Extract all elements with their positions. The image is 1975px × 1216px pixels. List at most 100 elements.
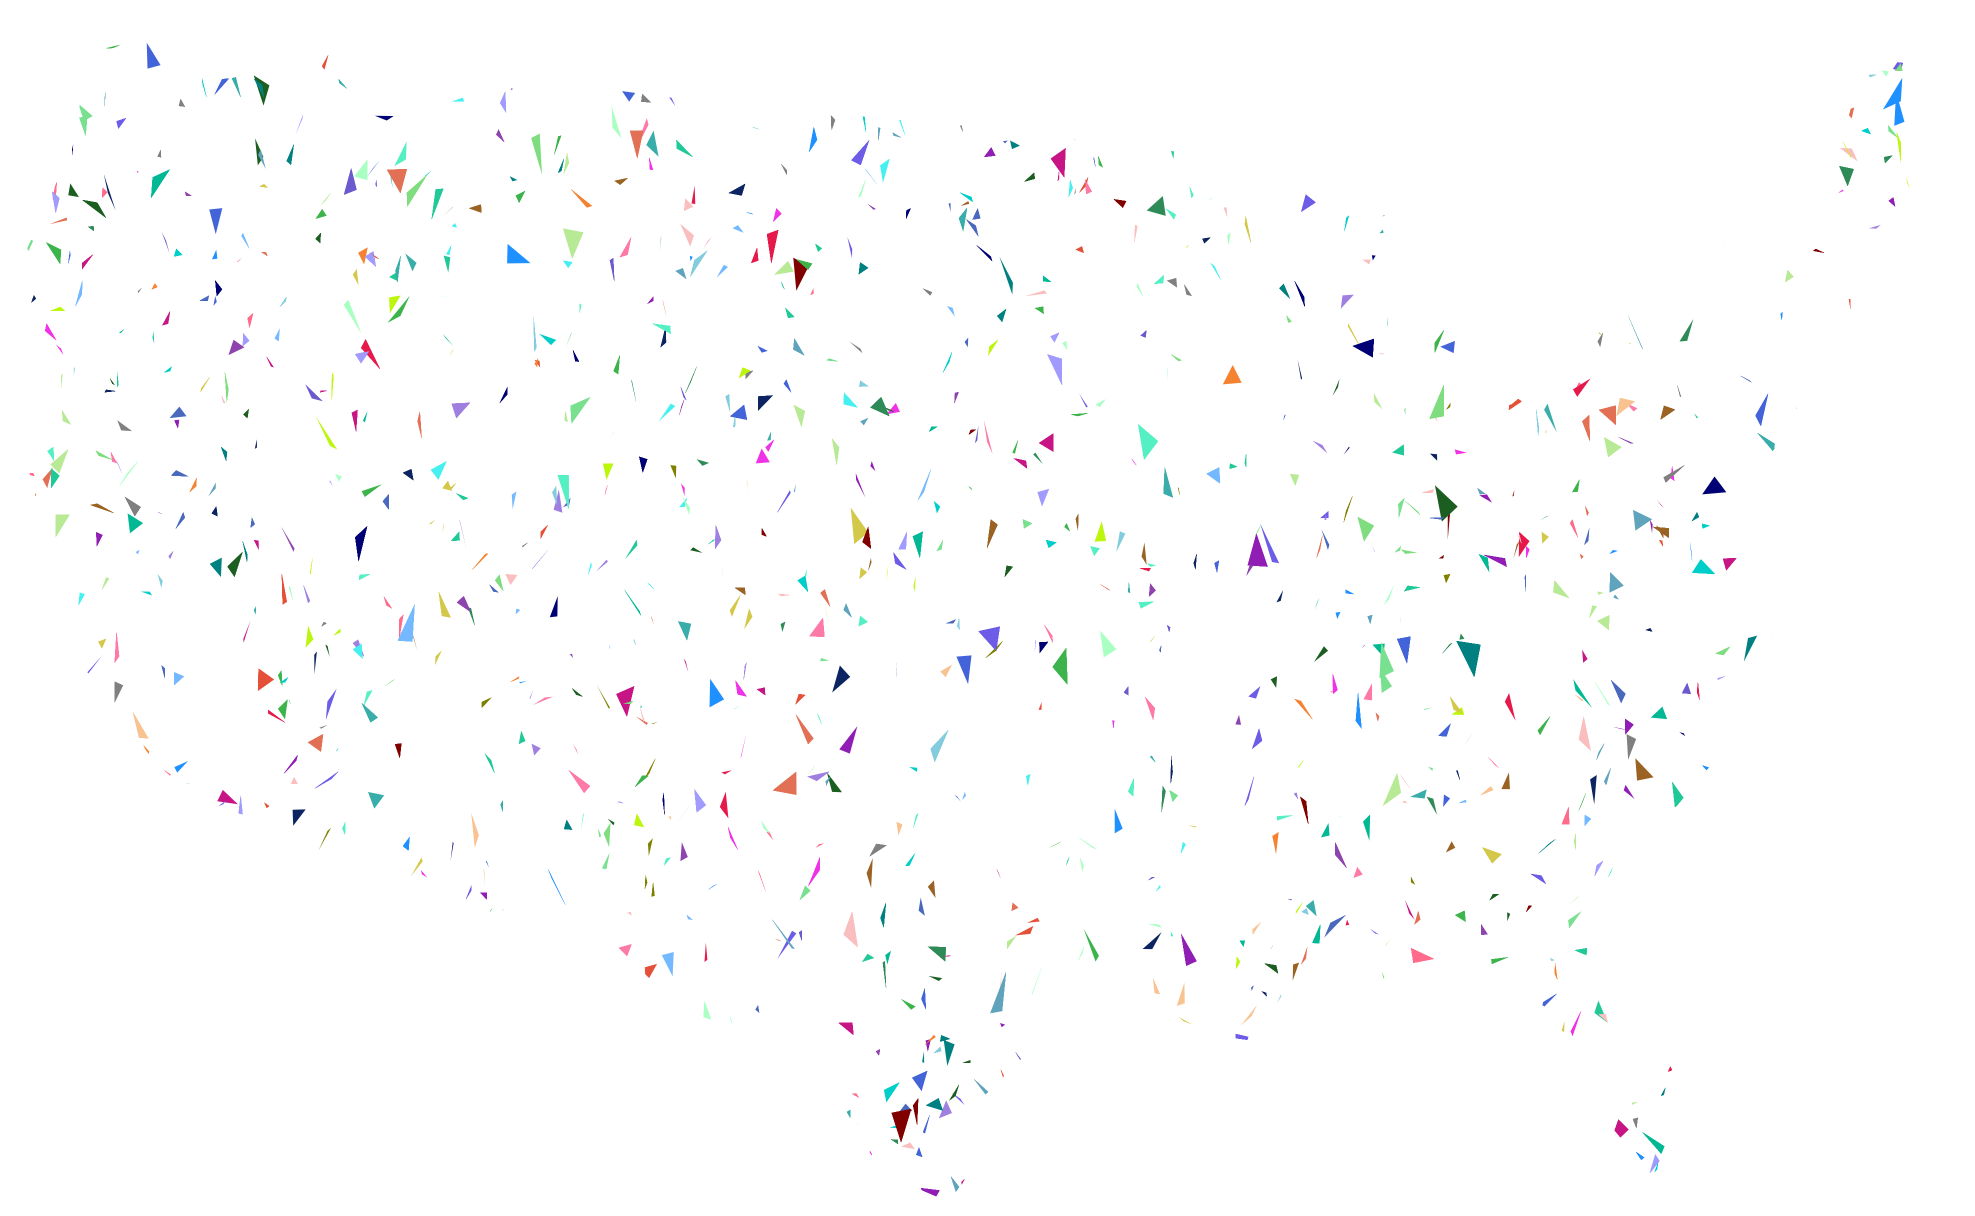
triangle xyxy=(1851,1063,1858,1078)
triangle xyxy=(1908,949,1917,955)
triangle xyxy=(203,1049,207,1062)
triangle xyxy=(292,1188,299,1193)
triangle xyxy=(101,972,112,992)
triangle xyxy=(721,770,732,775)
triangle xyxy=(1644,177,1661,207)
triangle xyxy=(1806,805,1809,812)
triangle xyxy=(254,1073,264,1107)
triangle xyxy=(347,1104,359,1122)
triangle xyxy=(978,8,997,21)
triangle xyxy=(1910,496,1917,500)
triangle xyxy=(1932,950,1946,979)
triangle xyxy=(172,971,183,995)
triangle xyxy=(290,999,299,1021)
triangle xyxy=(1960,123,1962,141)
triangle xyxy=(1836,446,1845,457)
triangle xyxy=(1951,243,1960,253)
triangle xyxy=(1264,1133,1268,1140)
triangle xyxy=(205,1187,213,1194)
triangle xyxy=(1404,500,1421,516)
triangle xyxy=(1638,291,1641,302)
triangle xyxy=(1888,480,1909,501)
triangle xyxy=(1921,1182,1934,1211)
triangle xyxy=(1644,177,1661,207)
triangle xyxy=(350,1066,356,1080)
triangle xyxy=(390,170,393,189)
triangle xyxy=(922,1051,925,1063)
triangle xyxy=(1702,33,1719,53)
triangle xyxy=(1429,179,1444,199)
triangle xyxy=(456,987,464,998)
triangle xyxy=(1750,723,1762,761)
triangle xyxy=(815,843,825,848)
triangle xyxy=(1431,185,1445,200)
triangle xyxy=(1494,989,1509,1009)
triangle xyxy=(1198,1127,1209,1140)
triangle xyxy=(517,1104,524,1118)
triangle xyxy=(1672,1177,1675,1191)
triangle xyxy=(12,1021,21,1047)
triangle xyxy=(1325,180,1332,189)
triangle xyxy=(518,680,528,684)
triangle xyxy=(1641,267,1657,292)
triangle xyxy=(72,1156,91,1164)
triangle xyxy=(948,203,951,212)
triangle xyxy=(1112,1053,1124,1085)
triangle xyxy=(1800,1063,1807,1087)
triangle xyxy=(1530,67,1539,86)
triangle xyxy=(1015,1183,1024,1192)
triangle xyxy=(1089,100,1095,117)
triangle xyxy=(1608,887,1624,904)
triangle xyxy=(1169,1117,1175,1147)
triangle xyxy=(1719,943,1727,981)
triangle xyxy=(117,420,133,432)
triangle xyxy=(668,25,671,30)
triangle xyxy=(228,339,245,356)
triangle xyxy=(64,1057,70,1077)
triangle xyxy=(1330,992,1345,1011)
triangle xyxy=(658,403,676,422)
triangle xyxy=(1235,1033,1249,1074)
triangle xyxy=(325,688,337,721)
triangle xyxy=(1828,751,1833,762)
triangle xyxy=(973,1191,981,1211)
triangle xyxy=(1222,365,1242,385)
triangle xyxy=(1776,114,1782,120)
triangle xyxy=(1620,197,1622,225)
triangle xyxy=(848,57,857,70)
triangle xyxy=(1264,1133,1268,1140)
triangle xyxy=(228,1089,233,1095)
triangle xyxy=(795,1189,811,1211)
triangle xyxy=(1824,65,1829,76)
triangle xyxy=(1596,743,1605,761)
triangle xyxy=(510,87,513,90)
triangle xyxy=(793,483,796,493)
triangle xyxy=(740,1166,749,1196)
triangle xyxy=(1187,825,1197,828)
triangle xyxy=(156,1084,169,1105)
triangle xyxy=(517,1104,524,1118)
triangle xyxy=(1895,869,1907,878)
triangle xyxy=(1510,139,1525,167)
triangle xyxy=(631,379,637,404)
triangle xyxy=(1952,178,1965,209)
triangle xyxy=(927,94,935,115)
triangle xyxy=(624,539,638,560)
triangle xyxy=(1527,189,1536,204)
triangle xyxy=(1914,902,1922,909)
triangle xyxy=(456,987,464,998)
triangle xyxy=(1675,951,1688,976)
triangle xyxy=(620,1103,629,1131)
triangle xyxy=(492,944,502,984)
triangle xyxy=(1699,206,1706,241)
triangle xyxy=(600,1008,607,1018)
triangle xyxy=(1126,1196,1135,1206)
triangle xyxy=(12,76,33,109)
triangle xyxy=(84,1205,94,1211)
triangle xyxy=(1172,1137,1194,1159)
triangle xyxy=(1443,116,1454,145)
triangle xyxy=(1389,234,1394,245)
triangle xyxy=(327,979,345,998)
triangle xyxy=(109,378,115,385)
